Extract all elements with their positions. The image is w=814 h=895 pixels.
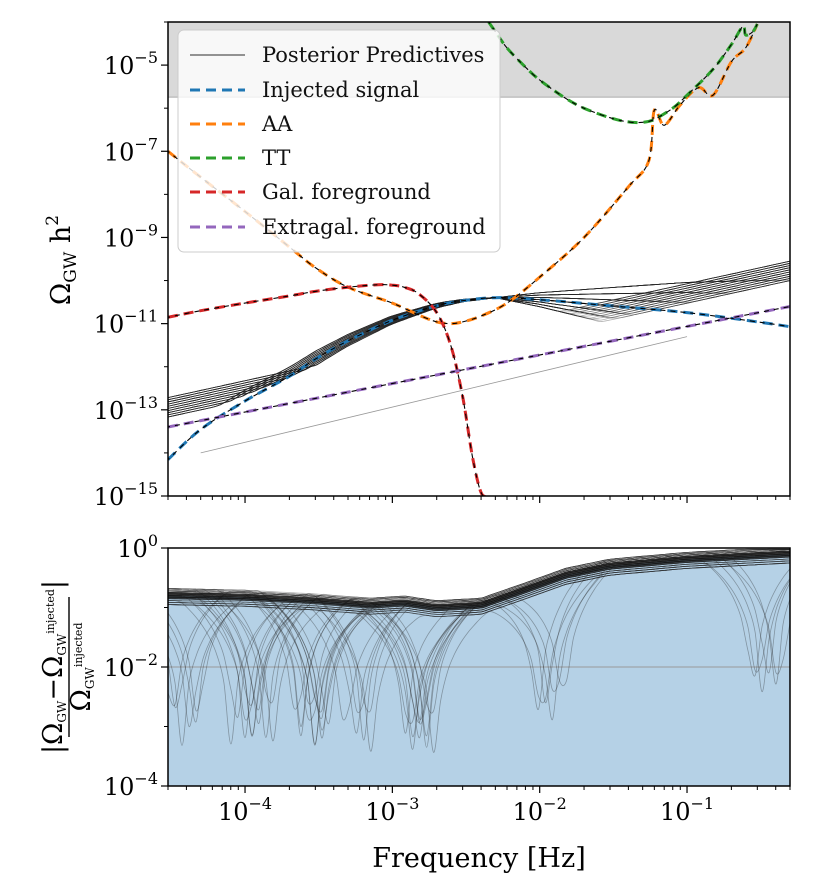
bottom-plot-content <box>168 548 790 786</box>
residual-sample <box>168 549 790 710</box>
legend-entry-aa: AA <box>190 112 293 136</box>
series-line-extragal-foreground <box>168 305 790 429</box>
residual-sample <box>168 548 790 711</box>
residual-sample <box>168 548 790 705</box>
residual-sample <box>168 563 790 675</box>
residual-sample <box>168 560 790 736</box>
legend-label-extragal: Extragal. foreground <box>262 215 486 239</box>
bottom-x-tick-label: 10−4 <box>218 794 272 826</box>
bottom-panel: 10−4 10−2 100 10−4 10−3 10−2 10−1 <box>104 531 791 826</box>
top-frame <box>167 21 791 497</box>
residual-sample <box>168 562 790 724</box>
residual-sample <box>168 558 790 745</box>
residual-sample <box>168 560 790 739</box>
residual-sample <box>168 551 790 685</box>
posterior-sample <box>200 336 688 454</box>
residual-sample <box>168 558 790 745</box>
residual-sample <box>168 548 790 727</box>
residual-sample <box>168 548 790 706</box>
residual-sample <box>168 552 790 674</box>
top-y-tick-label: 10−11 <box>94 307 158 339</box>
residual-sample <box>168 548 790 704</box>
legend-entry-tt: TT <box>190 146 290 170</box>
bottom-y-tick-label: 10−2 <box>104 650 158 682</box>
residual-sample <box>168 560 790 746</box>
residual-sample <box>168 560 790 721</box>
residual-sample <box>168 548 790 704</box>
legend-label-injected: Injected signal <box>262 78 419 102</box>
series-truth-gal-foreground <box>168 284 489 496</box>
residual-median <box>168 555 790 611</box>
top-y-tick-label: 10−7 <box>104 134 158 166</box>
top-y-tick-label: 10−5 <box>104 48 158 80</box>
residual-sample <box>168 549 790 713</box>
svg-text:|ΩGW−ΩGWinjected|: |ΩGW−ΩGWinjected| <box>38 580 69 754</box>
residual-sample <box>168 562 790 673</box>
legend-label-aa: AA <box>261 112 293 136</box>
residual-sample <box>168 558 790 727</box>
bottom-y-tick-label: 10−4 <box>104 769 158 801</box>
legend-box <box>177 29 501 253</box>
residual-sample <box>168 562 790 753</box>
bottom-x-tick-label: 10−1 <box>660 794 714 826</box>
top-ylabel: ΩGW h2 <box>43 215 81 305</box>
residual-sample <box>168 549 790 712</box>
residual-band <box>168 553 790 786</box>
residual-median <box>168 554 790 610</box>
residual-sample <box>168 548 790 709</box>
bottom-x-tick-label: 10−2 <box>513 794 567 826</box>
residual-sample <box>168 558 790 742</box>
top-y-tick-label: 10−9 <box>104 220 158 252</box>
x-axis-title: Frequency [Hz] <box>372 843 585 874</box>
residual-sample <box>168 562 790 721</box>
series-truth-extragal-foreground <box>168 305 790 428</box>
legend-entry-extragal: Extragal. foreground <box>190 215 486 239</box>
legend-entry-gal: Gal. foreground <box>190 180 431 204</box>
residual-median <box>168 553 790 609</box>
residual-sample <box>168 560 790 750</box>
residual-sample <box>168 549 790 734</box>
residual-sample <box>168 562 790 721</box>
residual-median <box>168 550 790 606</box>
legend-label-posterior: Posterior Predictives <box>262 43 484 67</box>
legend-label-gal: Gal. foreground <box>262 180 431 204</box>
series-truth-tt <box>488 22 758 124</box>
series-truth-injected-signal <box>168 297 790 461</box>
top-y-tick-label: 10−15 <box>94 479 158 511</box>
top-y-tick-label: 10−13 <box>94 393 158 425</box>
legend-entry-injected: Injected signal <box>190 78 419 102</box>
residual-sample <box>168 562 790 704</box>
legend-entry-posterior: Posterior Predictives <box>190 43 484 67</box>
legend: Posterior Predictives Injected signal AA… <box>177 29 501 253</box>
residual-median <box>168 552 790 608</box>
series-truth-aa <box>168 23 758 325</box>
residual-sample <box>168 548 790 737</box>
residual-sample <box>168 562 790 752</box>
residual-sample <box>168 548 790 741</box>
residual-median <box>168 554 790 610</box>
svg-text:ΩGWinjected: ΩGWinjected <box>66 623 97 712</box>
bottom-ylabel: |ΩGW−ΩGWinjected| ΩGWinjected <box>38 580 97 754</box>
bottom-y-tick-label: 100 <box>117 531 158 563</box>
legend-label-tt: TT <box>262 146 290 170</box>
bottom-x-tick-label: 10−3 <box>365 794 419 826</box>
